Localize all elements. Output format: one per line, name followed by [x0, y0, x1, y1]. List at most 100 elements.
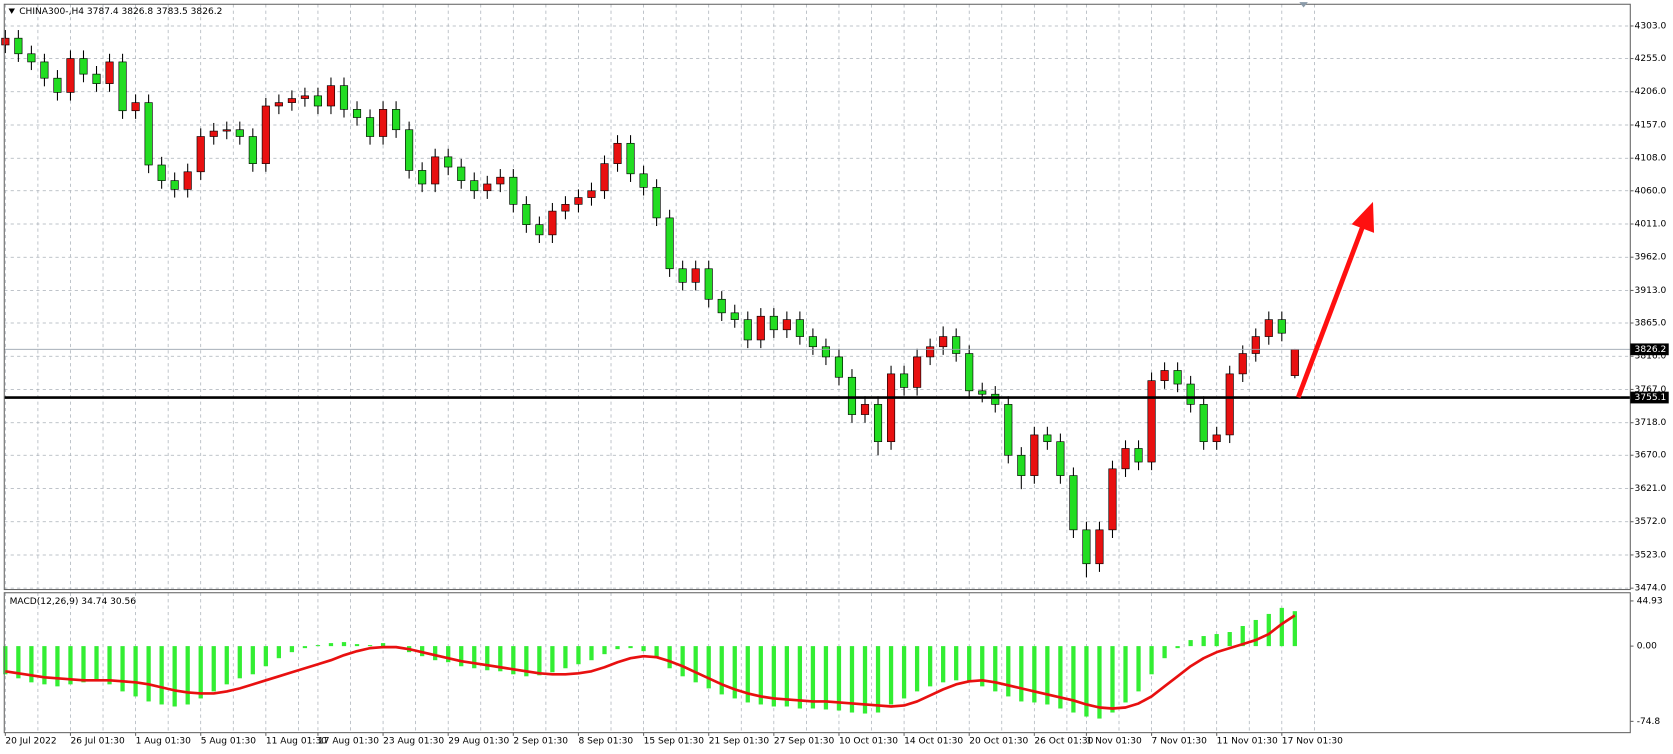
candle-body	[522, 204, 531, 225]
candle-body	[170, 180, 179, 190]
x-tick-label: 8 Sep 01:30	[578, 737, 633, 747]
candle-body	[235, 129, 244, 137]
macd-bar	[511, 646, 516, 675]
x-tick-label: 2 Sep 01:30	[513, 737, 568, 747]
y-tick-label: 4060.0	[1635, 186, 1667, 196]
candle-body	[717, 298, 726, 314]
x-tick-label: 14 Oct 01:30	[904, 737, 963, 747]
candle-body	[665, 217, 674, 270]
macd-bar	[628, 646, 633, 649]
y-tick-label: 4108.0	[1635, 154, 1667, 164]
macd-bar	[758, 646, 763, 705]
candle-body	[978, 390, 987, 395]
price-label: 3826.2	[1635, 345, 1667, 355]
candle-body	[457, 166, 466, 181]
macd-bar	[1162, 646, 1167, 659]
candle-body	[405, 129, 414, 171]
x-tick-label: 7 Nov 01:30	[1152, 737, 1208, 747]
macd-bar	[654, 646, 659, 659]
candle-body	[1290, 349, 1299, 376]
macd-bar	[485, 646, 490, 671]
macd-bar	[55, 646, 60, 687]
y-tick-label: 3621.0	[1635, 484, 1667, 494]
candle-body	[939, 336, 948, 348]
macd-bar	[732, 646, 737, 699]
candle-body	[1017, 454, 1026, 476]
macd-bar	[550, 646, 555, 673]
macd-bar	[967, 646, 972, 683]
y-tick-label: 3913.0	[1635, 286, 1667, 296]
candle-body	[1043, 434, 1052, 443]
candle-body	[1069, 475, 1078, 531]
candle-body	[587, 190, 596, 198]
chart-title: CHINA300-,H4 3787.4 3826.8 3783.5 3826.2	[19, 7, 222, 17]
macd-bar	[433, 646, 438, 661]
macd-bar	[693, 646, 698, 683]
macd-bar	[862, 646, 868, 714]
candle-body	[274, 102, 283, 107]
candle-body	[847, 376, 857, 415]
y-tick-label: 3670.0	[1635, 451, 1667, 461]
candle-body	[1121, 448, 1130, 470]
candle-body	[1082, 529, 1091, 565]
x-tick-label: 10 Oct 01:30	[839, 737, 898, 747]
macd-bar	[602, 646, 607, 655]
candle-body	[900, 373, 909, 388]
macd-bar	[1084, 646, 1089, 717]
macd-bar	[354, 644, 360, 647]
macd-bar	[1175, 646, 1180, 649]
x-tick-label: 17 Nov 01:30	[1282, 737, 1343, 747]
macd-bar	[771, 646, 776, 707]
macd-bar	[1227, 632, 1232, 647]
x-tick-label: 23 Aug 01:30	[383, 737, 444, 747]
macd-bar	[537, 646, 542, 676]
candle-body	[1, 37, 10, 46]
candle-body	[561, 204, 570, 212]
candle-body	[339, 85, 349, 110]
macd-bar	[1253, 619, 1258, 647]
macd-bar	[328, 643, 334, 647]
candle-body	[248, 136, 257, 164]
macd-bar	[901, 646, 907, 699]
candle-body	[613, 142, 622, 164]
macd-bar	[563, 646, 568, 669]
candle-body	[105, 61, 114, 84]
y-tick-label: 0.00	[1637, 642, 1657, 652]
macd-bar	[927, 646, 933, 687]
macd-bar	[1266, 613, 1271, 647]
annotation-arrow-shaft	[1296, 226, 1365, 399]
y-tick-label: 44.93	[1637, 596, 1663, 606]
y-tick-label: 4255.0	[1635, 54, 1667, 64]
candle-body	[965, 353, 974, 392]
macd-bar	[589, 646, 594, 661]
candle-body	[795, 319, 804, 337]
candle-body	[144, 102, 153, 166]
macd-bar	[1097, 646, 1102, 719]
candle-body	[300, 95, 309, 99]
macd-bar	[94, 646, 99, 682]
candle-body	[548, 210, 557, 236]
candle-body	[470, 180, 479, 192]
menu-triangle[interactable]	[8, 8, 15, 14]
macd-bar	[836, 646, 842, 711]
macd-bar	[1292, 611, 1297, 647]
candle-body	[1264, 319, 1273, 337]
macd-bar	[133, 646, 138, 697]
macd-bar	[875, 646, 881, 713]
macd-bar	[980, 646, 985, 687]
candle-body	[769, 315, 778, 331]
candle-body	[365, 117, 375, 137]
candle-body	[730, 312, 739, 320]
candle-body	[743, 319, 752, 341]
x-tick-label: 21 Sep 01:30	[709, 737, 770, 747]
candle-body	[756, 315, 765, 341]
y-tick-label: -74.8	[1637, 717, 1661, 727]
macd-bar	[641, 646, 646, 652]
macd-bar	[3, 646, 8, 675]
macd-bar	[680, 646, 685, 677]
candle-body	[444, 156, 453, 168]
macd-bar	[120, 646, 125, 692]
macd-bar	[719, 646, 724, 695]
macd-bar	[250, 646, 255, 675]
macd-bar	[498, 646, 503, 672]
